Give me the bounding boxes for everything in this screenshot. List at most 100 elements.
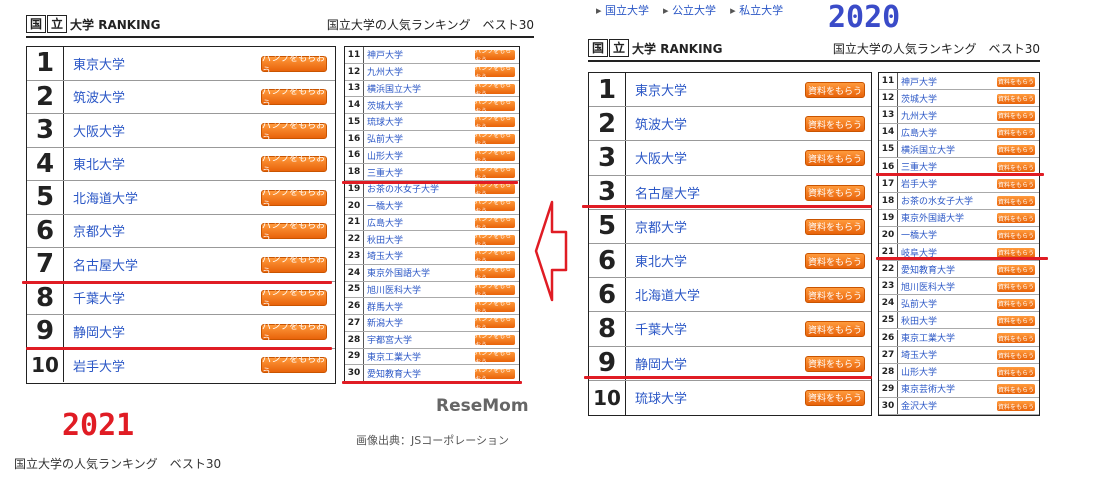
request-brochure-button[interactable]: パンフをもらおう (475, 149, 515, 165)
request-brochure-button[interactable]: パンフをもらおう (261, 53, 327, 77)
university-name-link[interactable]: 埼玉大学 (367, 252, 404, 263)
university-name-link[interactable]: 東京大学 (73, 57, 126, 73)
request-brochure-button[interactable]: 資料をもらう (997, 110, 1035, 121)
request-brochure-button[interactable]: 資料をもらう (997, 384, 1035, 395)
request-brochure-button[interactable]: パンフをもらおう (261, 221, 327, 245)
request-brochure-button[interactable]: 資料をもらう (805, 287, 865, 304)
university-name-link[interactable]: 京都大学 (73, 225, 126, 241)
university-name-link[interactable]: 三重大学 (901, 163, 938, 174)
request-brochure-button[interactable]: 資料をもらう (997, 247, 1035, 258)
university-name-link[interactable]: 弘前大学 (901, 299, 938, 310)
request-brochure-button[interactable]: パンフをもらおう (475, 82, 515, 98)
request-brochure-button[interactable]: パンフをもらおう (475, 115, 515, 131)
request-brochure-button[interactable]: 資料をもらう (997, 230, 1035, 241)
request-brochure-button[interactable]: パンフをもらおう (475, 333, 515, 349)
breadcrumb-link-0[interactable]: 国立大学 (596, 2, 649, 18)
university-name-link[interactable]: 山形大学 (367, 151, 404, 162)
request-brochure-button[interactable]: 資料をもらう (805, 116, 865, 133)
request-brochure-button[interactable]: 資料をもらう (997, 333, 1035, 344)
request-brochure-button[interactable]: パンフをもらおう (475, 48, 515, 64)
university-name-link[interactable]: 広島大学 (367, 218, 404, 229)
request-brochure-button[interactable]: パンフをもらおう (261, 154, 327, 178)
request-brochure-button[interactable]: 資料をもらう (997, 298, 1035, 309)
university-name-link[interactable]: 大阪大学 (635, 152, 688, 168)
request-brochure-button[interactable]: 資料をもらう (997, 281, 1035, 292)
request-brochure-button[interactable]: 資料をもらう (805, 321, 865, 338)
breadcrumb-link-2[interactable]: 私立大学 (730, 2, 783, 18)
request-brochure-button[interactable]: 資料をもらう (997, 350, 1035, 361)
university-name-link[interactable]: 九州大学 (367, 68, 404, 79)
university-name-link[interactable]: 東京大学 (635, 84, 688, 100)
university-name-link[interactable]: 埼玉大学 (901, 351, 938, 362)
university-name-link[interactable]: 神戸大学 (367, 51, 404, 62)
university-name-link[interactable]: 愛知教育大学 (901, 265, 956, 276)
university-name-link[interactable]: 北海道大学 (73, 191, 139, 207)
request-brochure-button[interactable]: パンフをもらおう (475, 266, 515, 282)
university-name-link[interactable]: 横浜国立大学 (901, 145, 956, 156)
university-name-link[interactable]: 東北大学 (73, 158, 126, 174)
university-name-link[interactable]: 静岡大学 (73, 325, 126, 341)
university-name-link[interactable]: 九州大学 (901, 111, 938, 122)
request-brochure-button[interactable]: 資料をもらう (805, 150, 865, 167)
university-name-link[interactable]: 東京工業大学 (367, 352, 422, 363)
request-brochure-button[interactable]: パンフをもらおう (475, 350, 515, 366)
university-name-link[interactable]: 筑波大学 (635, 118, 688, 134)
university-name-link[interactable]: 東京外国語大学 (901, 214, 965, 225)
university-name-link[interactable]: 秋田大学 (367, 235, 404, 246)
request-brochure-button[interactable]: 資料をもらう (997, 264, 1035, 275)
request-brochure-button[interactable]: パンフをもらおう (261, 187, 327, 211)
university-name-link[interactable]: 横浜国立大学 (367, 84, 422, 95)
university-name-link[interactable]: 茨城大学 (901, 94, 938, 105)
university-name-link[interactable]: 東京芸術大学 (901, 385, 956, 396)
request-brochure-button[interactable]: パンフをもらおう (475, 132, 515, 148)
university-name-link[interactable]: 群馬大学 (367, 302, 404, 313)
request-brochure-button[interactable]: 資料をもらう (997, 144, 1035, 155)
request-brochure-button[interactable]: パンフをもらおう (475, 99, 515, 115)
request-brochure-button[interactable]: 資料をもらう (997, 93, 1035, 104)
university-name-link[interactable]: 神戸大学 (901, 77, 938, 88)
request-brochure-button[interactable]: 資料をもらう (805, 389, 865, 406)
university-name-link[interactable]: 琉球大学 (635, 392, 688, 408)
university-name-link[interactable]: 京都大学 (635, 220, 688, 236)
request-brochure-button[interactable]: 資料をもらう (805, 82, 865, 99)
university-name-link[interactable]: 岩手大学 (73, 359, 126, 375)
university-name-link[interactable]: お茶の水女子大学 (367, 185, 440, 196)
request-brochure-button[interactable]: パンフをもらおう (475, 216, 515, 232)
university-name-link[interactable]: 千葉大学 (73, 292, 126, 308)
university-name-link[interactable]: 秋田大学 (901, 316, 938, 327)
university-name-link[interactable]: 筑波大学 (73, 91, 126, 107)
university-name-link[interactable]: 三重大学 (367, 168, 404, 179)
request-brochure-button[interactable]: パンフをもらおう (475, 283, 515, 299)
request-brochure-button[interactable]: 資料をもらう (997, 76, 1035, 87)
university-name-link[interactable]: 北海道大学 (635, 289, 701, 305)
request-brochure-button[interactable]: 資料をもらう (805, 355, 865, 372)
request-brochure-button[interactable]: パンフをもらおう (475, 166, 515, 182)
request-brochure-button[interactable]: 資料をもらう (997, 213, 1035, 224)
university-name-link[interactable]: お茶の水女子大学 (901, 197, 974, 208)
university-name-link[interactable]: 愛知教育大学 (367, 369, 422, 380)
university-name-link[interactable]: 弘前大学 (367, 135, 404, 146)
university-name-link[interactable]: 旭川医科大学 (901, 282, 956, 293)
request-brochure-button[interactable]: 資料をもらう (997, 367, 1035, 378)
university-name-link[interactable]: 金沢大学 (901, 402, 938, 413)
university-name-link[interactable]: 一橋大学 (367, 202, 404, 213)
request-brochure-button[interactable]: パンフをもらおう (261, 120, 327, 144)
university-name-link[interactable]: 名古屋大学 (635, 186, 701, 202)
university-name-link[interactable]: 山形大学 (901, 368, 938, 379)
university-name-link[interactable]: 大阪大学 (73, 124, 126, 140)
request-brochure-button[interactable]: パンフをもらおう (261, 321, 327, 345)
university-name-link[interactable]: 東京工業大学 (901, 334, 956, 345)
request-brochure-button[interactable]: パンフをもらおう (475, 316, 515, 332)
university-name-link[interactable]: 一橋大学 (901, 231, 938, 242)
request-brochure-button[interactable]: 資料をもらう (805, 184, 865, 201)
university-name-link[interactable]: 琉球大学 (367, 118, 404, 129)
request-brochure-button[interactable]: 資料をもらう (805, 218, 865, 235)
request-brochure-button[interactable]: 資料をもらう (997, 315, 1035, 326)
request-brochure-button[interactable]: パンフをもらおう (261, 288, 327, 312)
university-name-link[interactable]: 宇都宮大学 (367, 336, 413, 347)
university-name-link[interactable]: 東京外国語大学 (367, 269, 431, 280)
breadcrumb-link-1[interactable]: 公立大学 (663, 2, 716, 18)
university-name-link[interactable]: 広島大学 (901, 128, 938, 139)
request-brochure-button[interactable]: パンフをもらおう (475, 65, 515, 81)
university-name-link[interactable]: 旭川医科大学 (367, 285, 422, 296)
